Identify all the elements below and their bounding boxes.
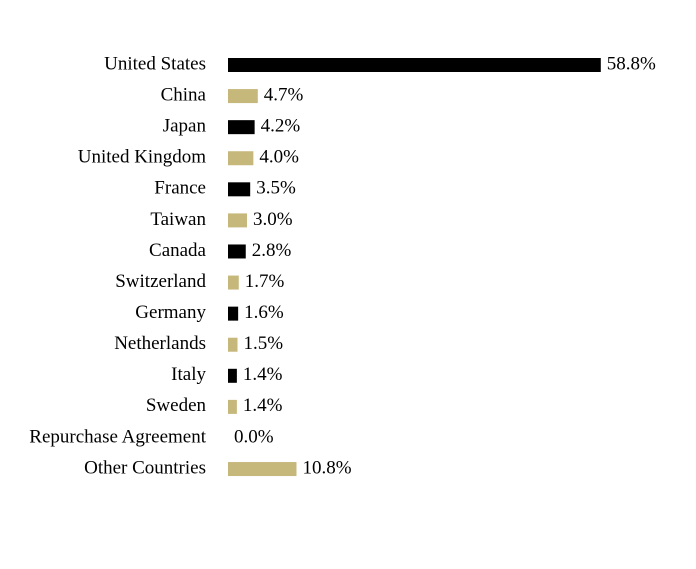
category-label: Japan xyxy=(163,116,207,137)
bar xyxy=(228,275,239,290)
value-label: 1.4% xyxy=(243,364,283,385)
category-label: France xyxy=(154,178,206,199)
bar xyxy=(228,462,297,477)
category-label: Germany xyxy=(135,302,206,323)
bar xyxy=(228,213,248,228)
value-label: 1.6% xyxy=(244,302,284,323)
category-label: United Kingdom xyxy=(78,147,206,168)
category-label: Taiwan xyxy=(150,209,206,230)
value-label: 4.7% xyxy=(264,84,304,105)
value-label: 3.5% xyxy=(256,178,296,199)
category-label: Other Countries xyxy=(84,457,206,478)
value-label: 10.8% xyxy=(302,457,351,478)
category-label: Switzerland xyxy=(115,271,206,292)
bar xyxy=(228,368,237,383)
category-label: Repurchase Agreement xyxy=(29,426,206,447)
value-label: 4.0% xyxy=(259,147,299,168)
bar xyxy=(228,306,239,321)
category-label: United States xyxy=(104,53,206,74)
bar xyxy=(228,182,251,197)
bar xyxy=(228,399,237,414)
bar xyxy=(228,89,258,104)
value-label: 58.8% xyxy=(607,53,656,74)
category-label: Canada xyxy=(149,240,207,261)
category-label: Italy xyxy=(171,364,206,385)
category-label: China xyxy=(161,84,207,105)
bar xyxy=(228,244,246,259)
bar xyxy=(228,120,255,135)
category-label: Sweden xyxy=(146,395,207,416)
value-label: 1.7% xyxy=(245,271,285,292)
value-label: 0.0% xyxy=(234,426,274,447)
value-label: 3.0% xyxy=(253,209,293,230)
value-label: 1.5% xyxy=(244,333,284,354)
bar xyxy=(228,337,238,352)
bar xyxy=(228,151,254,166)
value-label: 4.2% xyxy=(261,116,301,137)
value-label: 2.8% xyxy=(252,240,292,261)
bar xyxy=(228,58,601,72)
value-label: 1.4% xyxy=(243,395,283,416)
category-label: Netherlands xyxy=(114,333,206,354)
